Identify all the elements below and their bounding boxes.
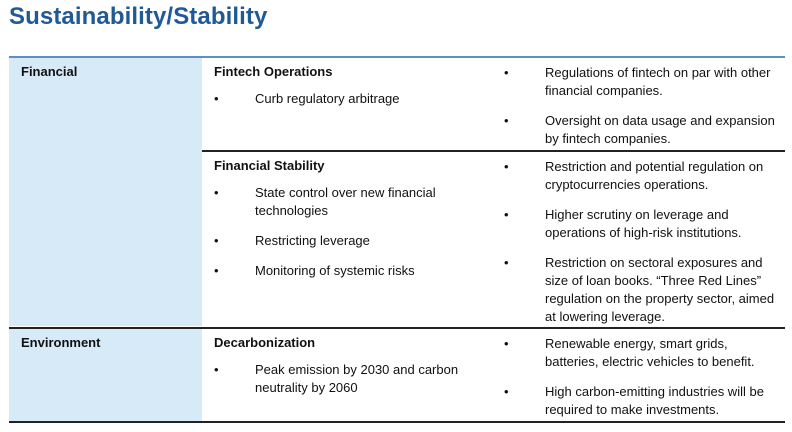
bullet-icon: • xyxy=(214,263,219,278)
impact-list: • Regulations of fintech on par with othe… xyxy=(504,64,779,160)
group-title: Financial Stability xyxy=(214,158,325,173)
group-title: Decarbonization xyxy=(214,335,316,350)
list-item: • Oversight on data usage and expansion b… xyxy=(504,113,775,146)
policy-list: • Curb regulatory arbitrage xyxy=(214,90,494,120)
table-bottom-rule xyxy=(9,421,785,423)
policy-list: • Peak emission by 2030 and carbon neutra… xyxy=(214,361,494,409)
list-item: • Monitoring of systemic risks xyxy=(214,263,415,278)
impact-list: • Renewable energy, smart grids, batterie… xyxy=(504,335,779,431)
row-financial: Financial Fintech Operations • Curb regul… xyxy=(9,58,785,326)
bullet-icon: • xyxy=(504,207,509,222)
group-title: Fintech Operations xyxy=(214,64,333,79)
list-item: • Renewable energy, smart grids, batterie… xyxy=(504,336,755,369)
bullet-icon: • xyxy=(214,233,219,248)
category-label: Environment xyxy=(21,335,101,350)
category-label: Financial xyxy=(21,64,78,79)
bullet-icon: • xyxy=(504,336,509,351)
list-item: • Peak emission by 2030 and carbon neutra… xyxy=(214,362,459,395)
list-item: • Curb regulatory arbitrage xyxy=(214,91,400,106)
row-environment: Environment Decarbonization • Peak emissi… xyxy=(9,329,785,421)
group-fintech-operations: Fintech Operations • Curb regulatory arbi… xyxy=(202,58,785,150)
bullet-icon: • xyxy=(504,384,509,399)
list-item: • Regulations of fintech on par with othe… xyxy=(504,65,771,98)
group-divider xyxy=(202,150,785,152)
bullet-icon: • xyxy=(214,185,219,200)
list-item: • High carbon-emitting industries will be… xyxy=(504,384,764,417)
category-cell: Environment xyxy=(9,329,202,421)
bullet-icon: • xyxy=(504,159,509,174)
bullet-icon: • xyxy=(214,91,219,106)
list-item: • Restriction on sectoral exposures and s… xyxy=(504,255,775,324)
bullet-icon: • xyxy=(214,362,219,377)
list-item: • Restriction and potential regulation on… xyxy=(504,159,764,192)
bullet-icon: • xyxy=(504,65,509,80)
group-financial-stability: Financial Stability • State control over … xyxy=(202,152,785,326)
group-decarbonization: Decarbonization • Peak emission by 2030 a… xyxy=(202,329,785,421)
list-item: • Restricting leverage xyxy=(214,233,370,248)
row-divider xyxy=(9,327,785,329)
impact-list: • Restriction and potential regulation on… xyxy=(504,158,779,338)
page-title: Sustainability/Stability xyxy=(9,3,268,30)
bullet-icon: • xyxy=(504,113,509,128)
category-cell: Financial xyxy=(9,58,202,326)
list-item: • State control over new financial techno… xyxy=(214,185,436,218)
policy-list: • State control over new financial techno… xyxy=(214,184,494,292)
bullet-icon: • xyxy=(504,255,509,270)
list-item: • Higher scrutiny on leverage and operati… xyxy=(504,207,742,240)
title-rule xyxy=(9,56,785,58)
